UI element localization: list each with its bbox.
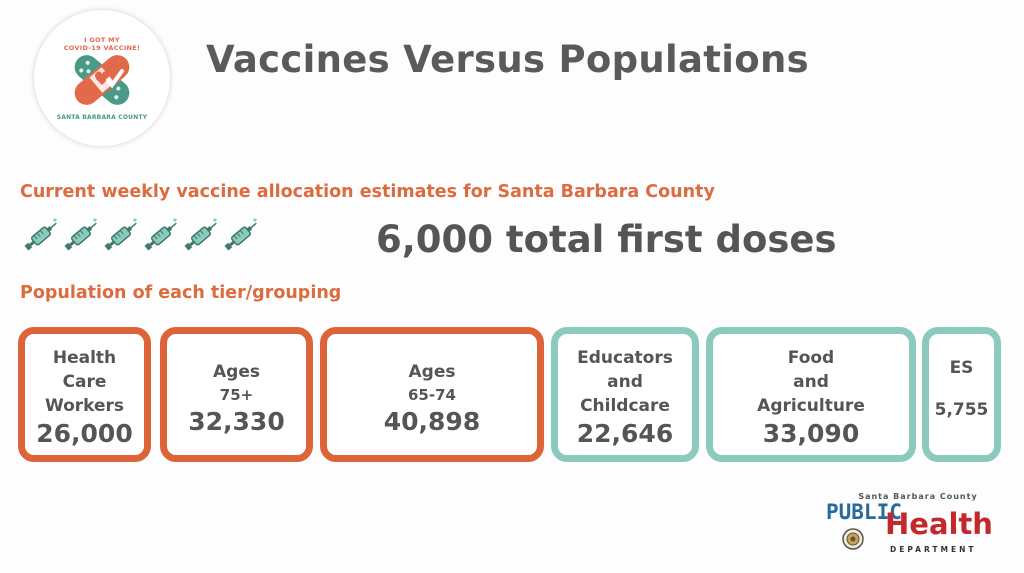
group-label-line: Health [52,348,117,368]
group-label-line: Workers [44,396,125,416]
total-doses: 6,000 total first doses [376,218,837,261]
county-seal-icon [842,528,864,550]
bandage-icon [74,55,130,105]
group-label-line: Care [62,372,107,392]
group-box-ages-75-plus: Ages 75+ 32,330 [160,327,313,462]
allocation-subtitle: Current weekly vaccine allocation estima… [20,182,715,202]
group-population-value: 33,090 [762,419,860,448]
logo-county-text: Santa Barbara County [858,492,978,501]
group-label-line: 65-74 [408,386,456,404]
group-box-health-care-workers: Health Care Workers 26,000 [18,327,151,462]
group-box-food-agriculture: Food and Agriculture 33,090 [706,327,916,462]
vaccine-badge-logo: I GOT MY COVID-19 VACCINE! SANTA BARBARA … [34,10,170,146]
group-population-value: 40,898 [383,407,481,436]
group-population-value: 32,330 [188,407,285,436]
group-population-value: 5,755 [934,400,989,420]
logo-department-text: DEPARTMENT [890,545,977,554]
group-label-line: Agriculture [757,396,865,416]
badge-bottom-text: SANTA BARBARA COUNTY [56,114,148,121]
group-label-line: 75+ [219,386,254,404]
group-label-line: Childcare [580,396,670,416]
group-label-line: Ages [408,362,456,382]
group-box-educators-childcare: Educators and Childcare 22,646 [551,327,699,462]
group-population-value: 22,646 [576,419,674,448]
logo-health-text: Health [885,507,993,541]
group-label-line: Food [787,348,835,368]
syringe-icon [184,218,217,251]
population-label: Population of each tier/grouping [20,283,342,303]
syringe-icon [24,218,57,251]
group-population-value: 26,000 [36,419,133,448]
syringe-icon [104,218,137,251]
group-label-line: and [607,372,643,392]
syringe-icon [64,218,97,251]
syringe-icon [224,218,257,251]
group-box-es: ES 5,755 [922,327,1001,462]
page-title: Vaccines Versus Populations [206,38,809,81]
group-label-line: Educators [577,348,673,368]
badge-top-text: I GOT MY COVID-19 VACCINE! [63,36,141,52]
group-label-line: ES [949,358,974,378]
logo-public-text: PUBLIC [826,500,902,524]
group-label-line: and [793,372,829,392]
group-label-line: Ages [213,362,260,382]
syringe-icon [144,218,177,251]
group-box-ages-65-74: Ages 65-74 40,898 [320,327,544,462]
